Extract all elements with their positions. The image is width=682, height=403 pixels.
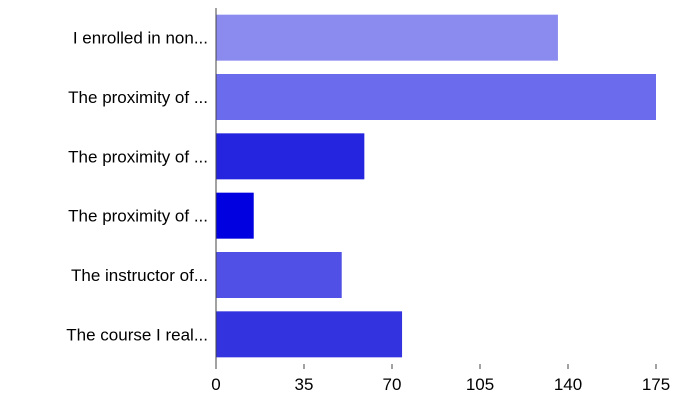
bar-4 (216, 193, 254, 239)
category-labels-group: I enrolled in non... The proximity of ...… (66, 29, 208, 345)
x-tick-label-5: 140 (554, 375, 582, 394)
category-label-5: The instructor of... (71, 266, 208, 285)
x-tick-label-1: 0 (211, 375, 220, 394)
x-tick-label-6: 175 (642, 375, 670, 394)
x-tick-label-4: 105 (466, 375, 494, 394)
x-tick-label-3: 70 (383, 375, 402, 394)
x-tick-label-2: 35 (295, 375, 314, 394)
category-label-6: The course I real... (66, 325, 208, 344)
category-label-1: I enrolled in non... (73, 29, 208, 48)
bar-3 (216, 133, 364, 179)
bar-2 (216, 74, 656, 120)
category-label-3: The proximity of ... (68, 147, 208, 166)
bar-5 (216, 252, 342, 298)
bars-group (216, 15, 656, 358)
bar-1 (216, 15, 558, 61)
bar-6 (216, 311, 402, 357)
category-label-4: The proximity of ... (68, 207, 208, 226)
category-label-2: The proximity of ... (68, 88, 208, 107)
